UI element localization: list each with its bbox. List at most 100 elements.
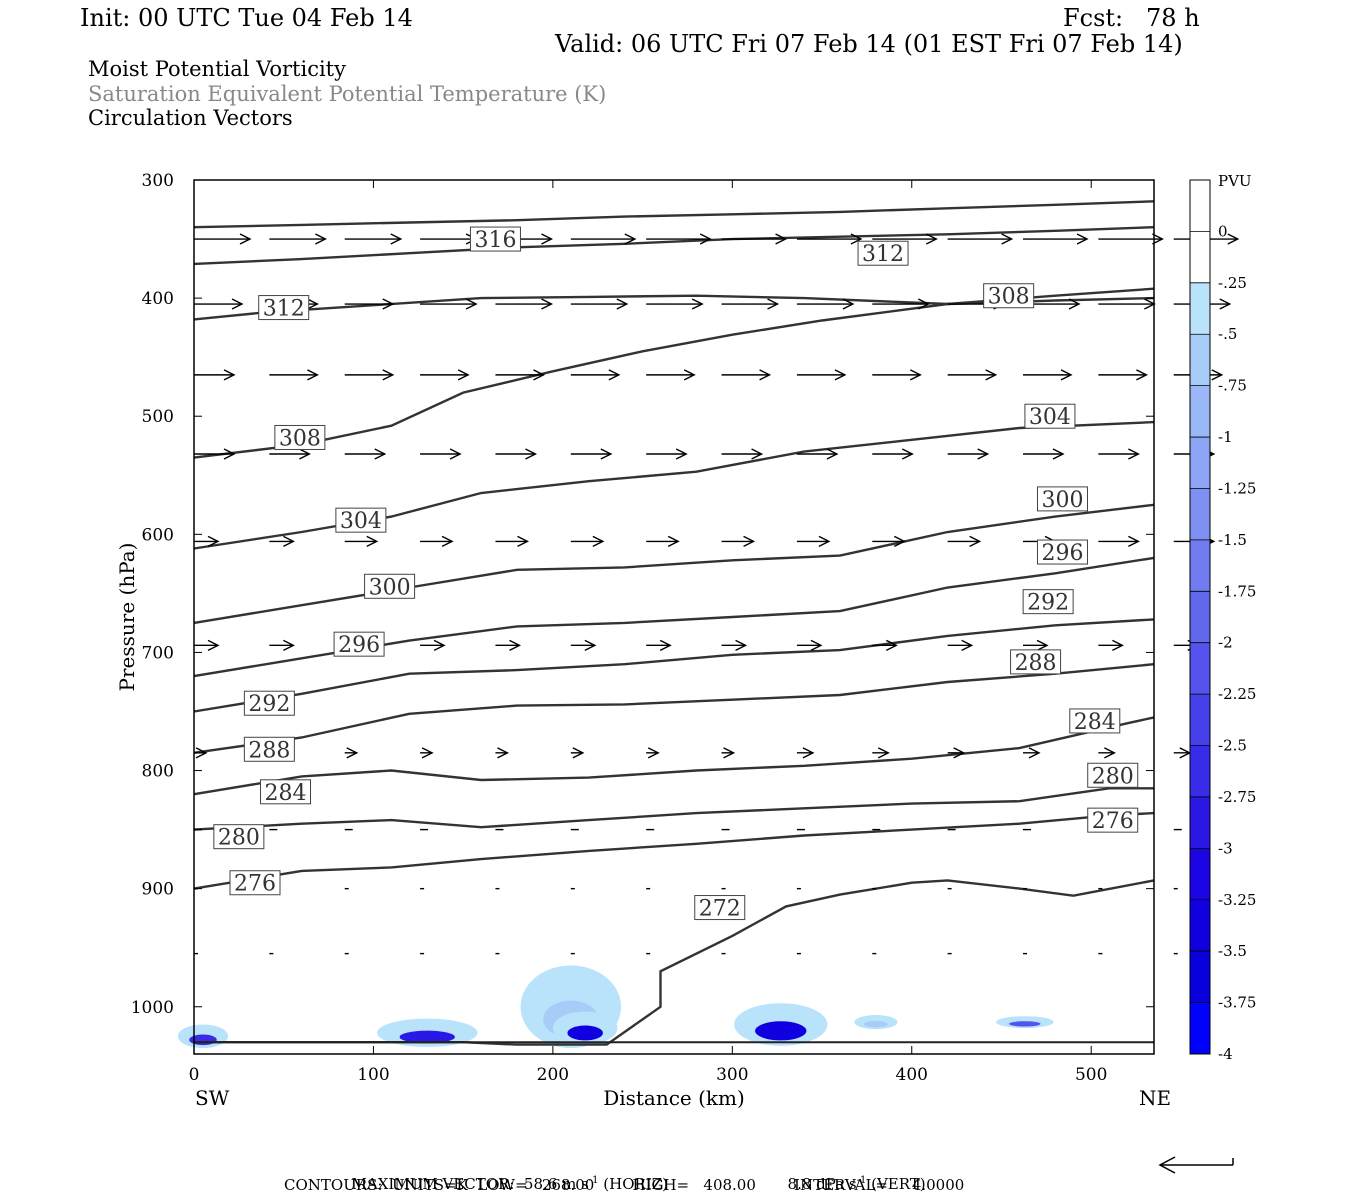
x-tick-label: 400 bbox=[896, 1065, 928, 1085]
wind-vector bbox=[1098, 535, 1140, 548]
contour-label-288: 288 bbox=[1010, 649, 1062, 676]
colorbar-label: -.5 bbox=[1218, 325, 1237, 343]
y-axis-label: Pressure (hPa) bbox=[115, 543, 139, 692]
colorbar-cell bbox=[1190, 951, 1210, 1004]
colorbar-cell bbox=[1190, 488, 1210, 541]
wind-vector bbox=[344, 233, 403, 245]
contour-label-296: 296 bbox=[1036, 539, 1088, 566]
contour-label-280: 280 bbox=[1087, 762, 1139, 789]
vector-head bbox=[600, 448, 613, 460]
wind-vector bbox=[721, 747, 736, 759]
wind-vector bbox=[269, 639, 295, 651]
y-tick-label: 500 bbox=[142, 407, 174, 427]
vector-head bbox=[283, 535, 295, 548]
vector-head bbox=[382, 298, 395, 310]
wind-vector bbox=[796, 369, 847, 381]
wind-vector bbox=[796, 639, 823, 651]
wind-vector bbox=[194, 535, 220, 548]
vector-head bbox=[223, 448, 236, 460]
x-tick-label: 200 bbox=[537, 1065, 569, 1085]
wind-vector bbox=[947, 448, 990, 460]
colorbar-cell bbox=[1190, 1002, 1210, 1055]
pv-blob-core bbox=[1009, 1021, 1041, 1027]
y-tick-label: 300 bbox=[142, 171, 174, 191]
contour-label-box bbox=[274, 424, 326, 450]
vector-head bbox=[667, 535, 680, 548]
y-tick-label: 800 bbox=[142, 762, 174, 782]
vector-head bbox=[810, 639, 823, 651]
contours-info: CONTOURS: UNITS=K LOW= 268.00 HIGH= 408.… bbox=[284, 1176, 965, 1194]
contour-label-text: 308 bbox=[279, 426, 321, 451]
wind-vector bbox=[796, 535, 831, 548]
vector-head bbox=[572, 747, 585, 759]
vector-head bbox=[195, 747, 208, 759]
wind-vector bbox=[872, 535, 906, 548]
vector-head bbox=[699, 233, 712, 245]
wind-vector bbox=[721, 298, 780, 310]
wind-vector bbox=[420, 448, 462, 460]
colorbar-label: -1.5 bbox=[1218, 531, 1247, 549]
colorbar-units: PVU bbox=[1218, 172, 1252, 190]
wind-vector bbox=[570, 233, 637, 245]
vector-head bbox=[969, 535, 982, 548]
y-tick-label: 1000 bbox=[131, 998, 174, 1018]
vector-head bbox=[441, 535, 454, 548]
contour-label-box bbox=[1069, 708, 1121, 734]
colorbar-label: -.25 bbox=[1218, 274, 1247, 292]
wind-vector bbox=[721, 369, 772, 381]
contour-label-text: 288 bbox=[248, 738, 290, 763]
init-time: Init: 00 UTC Tue 04 Feb 14 bbox=[80, 4, 413, 32]
wind-vector bbox=[1098, 369, 1148, 381]
wind-vector bbox=[646, 298, 704, 310]
vector-head bbox=[647, 747, 660, 759]
vector-head bbox=[767, 298, 780, 310]
wind-vector bbox=[721, 639, 748, 651]
colorbar-label: -1.25 bbox=[1218, 479, 1256, 497]
colorbar-cell bbox=[1190, 385, 1210, 438]
theta-contour-300 bbox=[193, 503, 1155, 625]
vector-head bbox=[659, 639, 672, 651]
wind-vector bbox=[269, 233, 327, 245]
contour-label-box bbox=[857, 240, 909, 266]
x-left-end-label: SW bbox=[195, 1086, 230, 1110]
colorbar-cell bbox=[1190, 796, 1210, 849]
vector-head bbox=[1028, 747, 1041, 759]
wind-vector bbox=[1023, 233, 1089, 245]
wind-vector bbox=[646, 369, 696, 381]
contour-label-box bbox=[213, 824, 265, 850]
wind-vector bbox=[872, 233, 938, 245]
wind-vector bbox=[344, 448, 387, 460]
vector-head bbox=[1227, 233, 1240, 245]
wind-vector bbox=[947, 639, 974, 651]
vector-head bbox=[1152, 233, 1164, 245]
contour-label-300: 300 bbox=[1036, 486, 1088, 513]
vector-head bbox=[231, 298, 244, 310]
contour-label-box bbox=[1024, 403, 1076, 429]
vector-head bbox=[1036, 639, 1049, 651]
vector-head bbox=[1060, 369, 1073, 381]
wind-vector bbox=[796, 747, 815, 759]
field-pv: Moist Potential Vorticity bbox=[88, 57, 346, 81]
vert-vector-text: 8.8 dPa s-1 (VERT) bbox=[787, 1175, 926, 1193]
vector-head bbox=[223, 369, 236, 381]
wind-vector bbox=[495, 448, 538, 460]
vector-head bbox=[675, 448, 688, 460]
vector-head bbox=[497, 747, 510, 759]
wind-vector bbox=[570, 369, 621, 381]
wind-vector bbox=[495, 747, 510, 759]
vector-head bbox=[834, 369, 847, 381]
colorbar-cell bbox=[1190, 642, 1210, 695]
wind-vector bbox=[721, 535, 756, 548]
wind-vector bbox=[947, 535, 982, 548]
vector-head bbox=[1219, 298, 1232, 310]
vector-head bbox=[1076, 233, 1089, 245]
wind-vector bbox=[420, 747, 434, 759]
circulation-vectors bbox=[194, 233, 1240, 955]
pv-blob-core bbox=[755, 1021, 807, 1041]
vector-head bbox=[465, 298, 478, 310]
vector-head bbox=[239, 233, 252, 245]
wind-vector bbox=[570, 639, 597, 651]
contour-label-box bbox=[1010, 649, 1062, 675]
contour-label-text: 284 bbox=[265, 781, 307, 806]
y-tick-label: 600 bbox=[142, 525, 174, 545]
